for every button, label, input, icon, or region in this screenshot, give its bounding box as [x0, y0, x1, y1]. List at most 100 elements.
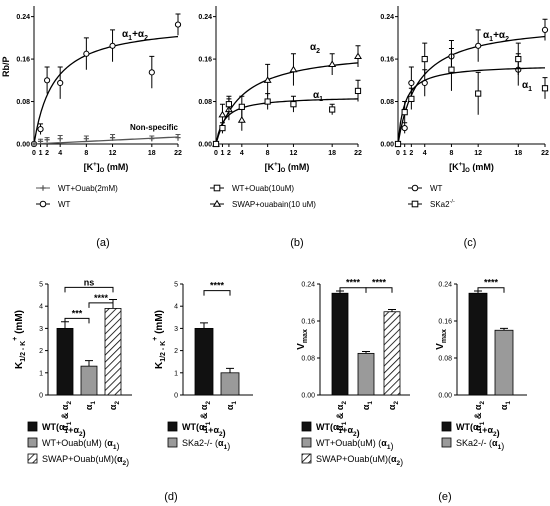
y-tick-label: 2	[174, 348, 178, 355]
category-label: α1 & α2	[473, 401, 486, 431]
error-bar	[500, 327, 508, 331]
x-tick-label: 4	[423, 150, 427, 157]
x-tick-label: 12	[290, 150, 298, 157]
legend-label: WT	[58, 200, 71, 209]
data-point	[448, 66, 455, 73]
x-tick-label: 2	[227, 150, 231, 157]
legend-label: SKa2-/- (α1)	[182, 438, 230, 451]
x-label-sub: O	[100, 168, 105, 174]
series-0	[30, 13, 182, 148]
y-tick-label: 2	[39, 348, 43, 355]
significance-label: ns	[84, 277, 95, 287]
category-label: α2	[108, 401, 121, 411]
data-point	[57, 79, 64, 87]
y-axis-label: Vmax	[435, 329, 448, 350]
y-tick-label: 0.24	[16, 14, 30, 21]
x-axis-label: [K+]O (mM)	[449, 162, 494, 174]
panel-a: 0.000.080.160.240 1 2 4 8 12 18 22[K+]O (mM)Rb/…	[1, 6, 182, 174]
data-point	[354, 87, 362, 95]
legend-label-sup: -/-	[450, 199, 455, 205]
legend-c: WT SKa2-/-	[408, 184, 455, 209]
y-tick-label: 1	[39, 370, 43, 377]
x-tick-label: 22	[541, 150, 549, 157]
y-tick-label: 0.24	[301, 282, 315, 289]
y-label-sup: +	[12, 337, 19, 341]
significance-bracket	[64, 317, 90, 324]
legend-label-text: WT+Ouab(2mM)	[58, 184, 118, 193]
y-axis-label: K1/2 - K+ (mM)	[152, 310, 167, 369]
y-label-sub: max	[441, 329, 448, 343]
y-tick-label: 0	[39, 393, 43, 400]
bar	[104, 308, 122, 396]
x-label-sup: +	[93, 162, 97, 168]
data-point	[541, 26, 549, 33]
data-point	[43, 77, 51, 84]
panel-letter: (c)	[464, 237, 477, 249]
data-point	[37, 126, 44, 133]
legend-swatch	[27, 421, 38, 432]
y-label-main: V	[435, 343, 446, 350]
bar	[194, 327, 214, 396]
x-tick-label: 18	[148, 150, 156, 157]
data-point	[109, 42, 116, 49]
x-tick-label: 1	[39, 150, 43, 157]
bar	[383, 311, 401, 396]
legend-swatch	[301, 421, 312, 432]
bar	[56, 327, 74, 396]
curve-label: Non-specific	[130, 123, 179, 132]
error-bar	[85, 360, 93, 367]
curve-label: α1+α2	[483, 30, 509, 43]
legend-label: SKa2-/-	[430, 199, 455, 209]
x-tick-label: 8	[450, 150, 454, 157]
legend-label: WT+Ouab(uM) (α1)	[316, 438, 393, 451]
significance-bracket	[203, 290, 231, 296]
x-tick-label: 12	[474, 150, 482, 157]
category-label: α1 & α2	[60, 401, 73, 431]
data-point	[31, 141, 37, 147]
legend-label: WT(α1+α2)	[182, 422, 226, 438]
data-point	[328, 60, 337, 67]
panel-letter: (b)	[290, 237, 303, 249]
legend-marker	[40, 185, 46, 191]
x-label-part: [K	[449, 162, 459, 172]
legend-e1: WT(α1+α2)WT+Ouab(uM) (α1) SWAP+Ouab(uM)(α…	[301, 421, 403, 467]
data-point	[401, 124, 408, 132]
x-tick-label: 8	[84, 150, 88, 157]
data-point	[394, 140, 402, 148]
legend-label: SKa2-/- (α1)	[456, 438, 504, 451]
y-axis-label: Vmax	[296, 329, 309, 350]
bar	[220, 372, 240, 396]
y-tick-label: 0.00	[380, 142, 394, 149]
y-tick-label: 1	[174, 370, 178, 377]
x-tick-label: 8	[266, 150, 270, 157]
y-label-unit: (mM)	[154, 310, 165, 337]
data-point	[174, 21, 182, 28]
category-label: α1	[499, 401, 512, 411]
y-tick-label: 0.16	[198, 57, 212, 64]
x-tick-label: 2	[45, 150, 49, 157]
panel-e2: 0.00 0.08 0.16 0.24 Vmax α1 & α2 α1 ****	[435, 278, 527, 431]
legend-label-text: WT+Ouab(10uM)	[232, 184, 294, 193]
y-tick-label: 4	[174, 304, 178, 311]
legend-label: WT	[430, 184, 443, 193]
data-point	[421, 55, 428, 63]
x-label-sup: +	[274, 162, 278, 168]
data-point	[238, 103, 245, 110]
error-bar	[388, 308, 396, 312]
y-axis-label: K1/2 - K+ (mM)	[12, 310, 27, 369]
legend-swatch	[441, 421, 452, 432]
y-label-main: V	[296, 343, 307, 350]
error-bar	[226, 367, 234, 373]
legend-label-text: SWAP+ouabain(10 uM)	[232, 200, 316, 209]
x-tick-label: 22	[174, 150, 182, 157]
y-tick-label: 5	[39, 282, 43, 289]
legend-label: SWAP+Ouab(uM)(α2)	[42, 454, 129, 467]
data-point	[175, 135, 181, 141]
legend-swatch	[167, 421, 178, 432]
y-label-unit: (mM)	[14, 310, 25, 337]
legend-marker	[213, 184, 221, 192]
significance-label: ****	[346, 278, 361, 288]
y-axis-label: Rb/P	[1, 56, 11, 77]
x-tick-label: 18	[514, 150, 522, 157]
x-label-part: (mM)	[285, 162, 309, 172]
